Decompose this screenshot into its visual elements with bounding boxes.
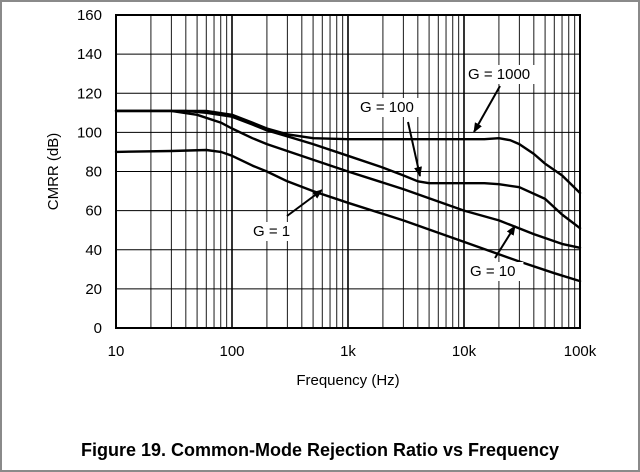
y-tick-label: 120 xyxy=(77,85,102,102)
annotation-background xyxy=(467,262,524,281)
x-tick-label: 1k xyxy=(340,343,356,360)
annotation-background xyxy=(465,65,539,84)
y-tick-label: 80 xyxy=(85,164,102,181)
x-tick-label: 10k xyxy=(452,343,477,360)
y-tick-labels: 0 20 40 60 80 100 120 140 160 xyxy=(77,7,102,337)
annotation-layer: G = 1 G = 10 G = 100 G = 1000 xyxy=(250,65,539,281)
series-annotation-label: G = 1000 xyxy=(468,66,530,83)
x-tick-label: 10 xyxy=(108,343,125,360)
annotation-arrow xyxy=(494,225,516,259)
y-tick-label: 60 xyxy=(85,203,102,220)
y-tick-label: 20 xyxy=(85,281,102,298)
annotation-background xyxy=(357,98,422,117)
annotation-arrow xyxy=(407,121,422,177)
y-axis-label: CMRR (dB) xyxy=(45,133,62,211)
series-line-g-1000 xyxy=(114,109,582,195)
x-tick-label: 100 xyxy=(219,343,244,360)
series-annotation-label: G = 1 xyxy=(253,223,290,240)
series-line-g-100 xyxy=(114,109,582,230)
annotation-arrow xyxy=(286,189,323,217)
y-tick-label: 160 xyxy=(77,7,102,24)
series-line-g-10 xyxy=(114,109,582,249)
figure-caption: Figure 19. Common-Mode Rejection Ratio v… xyxy=(80,440,560,460)
x-tick-label: 100k xyxy=(564,343,597,360)
y-tick-label: 40 xyxy=(85,242,102,259)
annotation-arrow xyxy=(473,85,501,133)
plot-border xyxy=(115,14,581,329)
annotation-background xyxy=(250,222,298,241)
x-tick-labels: 10 100 1k 10k 100k xyxy=(108,343,597,360)
series-annotation-label: G = 10 xyxy=(470,263,515,280)
series-line-g-1 xyxy=(114,148,582,283)
y-tick-label: 100 xyxy=(77,124,102,141)
x-axis-label: Frequency (Hz) xyxy=(296,372,399,389)
series-lines xyxy=(114,109,582,283)
y-tick-label: 140 xyxy=(77,46,102,63)
y-tick-label: 0 xyxy=(94,320,102,337)
series-annotation-label: G = 100 xyxy=(360,99,414,116)
